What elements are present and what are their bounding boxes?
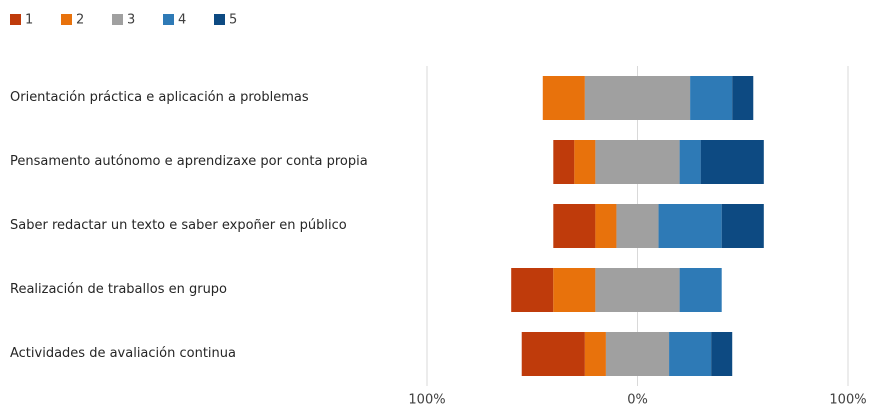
category-label: Realización de traballos en grupo — [10, 282, 228, 297]
bar-segment — [542, 76, 585, 120]
legend-swatch — [112, 14, 123, 25]
bar-segment — [679, 268, 722, 312]
category-label: Orientación práctica e aplicación a prob… — [10, 90, 309, 105]
legend-label: 1 — [25, 13, 33, 28]
legend-label: 2 — [76, 13, 84, 28]
bar-segment — [521, 332, 585, 376]
bar-segment — [732, 76, 754, 120]
category-label: Saber redactar un texto e saber expoñer … — [10, 218, 347, 233]
bar-segment — [511, 268, 554, 312]
bar-segment — [690, 76, 733, 120]
bar-segment — [595, 204, 617, 248]
bar-segment — [721, 204, 764, 248]
bar-segment — [700, 140, 764, 184]
legend-label: 4 — [178, 13, 186, 28]
bar-segment — [669, 332, 712, 376]
bar-segment — [584, 332, 606, 376]
bar-segment — [711, 332, 733, 376]
bar-segment — [595, 268, 680, 312]
legend-swatch — [163, 14, 174, 25]
legend-swatch — [214, 14, 225, 25]
category-label: Pensamento autónomo e aprendizaxe por co… — [10, 154, 368, 169]
bar-segment — [574, 140, 596, 184]
bar-segment — [658, 204, 722, 248]
bar-segment — [595, 140, 680, 184]
legend-label: 5 — [229, 13, 237, 28]
bar-segment — [553, 204, 596, 248]
bar-segment — [616, 204, 659, 248]
x-tick-label: 100% — [408, 393, 445, 408]
bar-segment — [584, 76, 691, 120]
x-tick-label: 0% — [627, 393, 648, 408]
category-label: Actividades de avaliación continua — [10, 346, 236, 361]
bar-segment — [553, 140, 575, 184]
legend-label: 3 — [127, 13, 135, 28]
bar-segment — [679, 140, 701, 184]
bar-segment — [605, 332, 670, 376]
legend-swatch — [61, 14, 72, 25]
x-tick-label: 100% — [829, 393, 866, 408]
legend-swatch — [10, 14, 21, 25]
bar-segment — [553, 268, 596, 312]
